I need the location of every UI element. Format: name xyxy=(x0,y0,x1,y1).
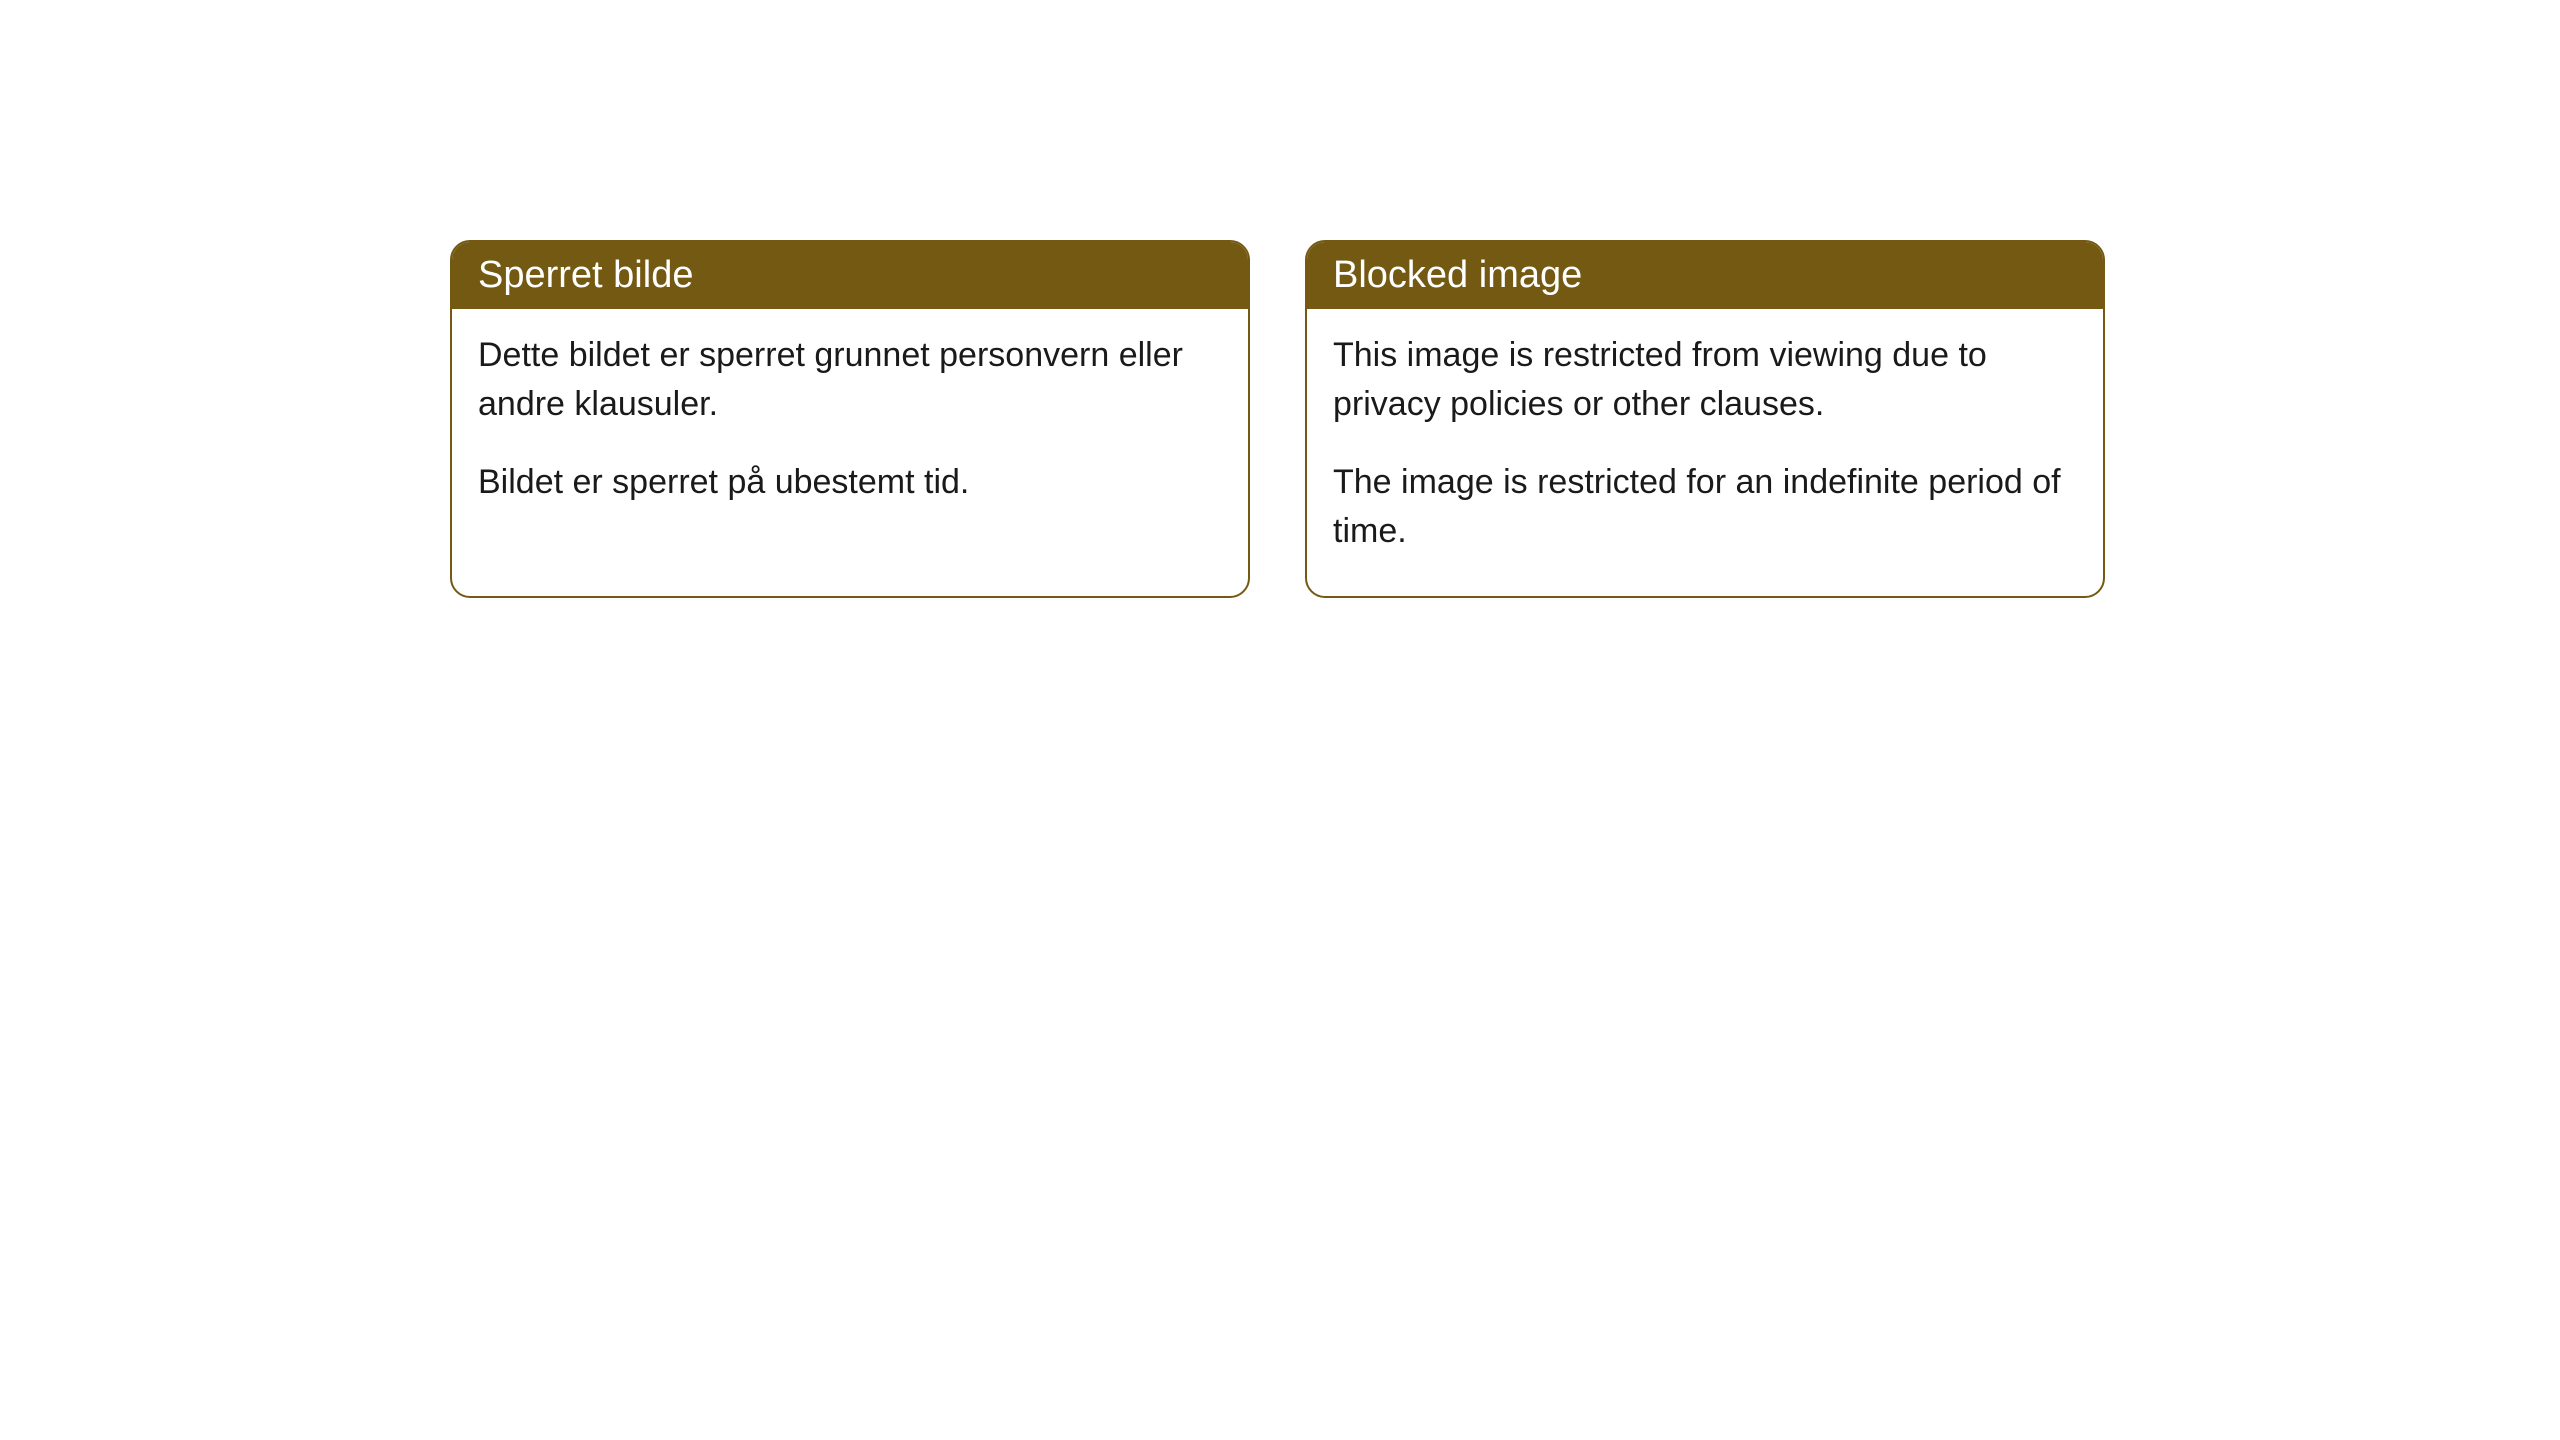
card-header-no: Sperret bilde xyxy=(452,242,1248,309)
card-paragraph-2-en: The image is restricted for an indefinit… xyxy=(1333,458,2077,557)
card-body-no: Dette bildet er sperret grunnet personve… xyxy=(452,309,1248,547)
card-paragraph-1-en: This image is restricted from viewing du… xyxy=(1333,331,2077,430)
card-paragraph-1-no: Dette bildet er sperret grunnet personve… xyxy=(478,331,1222,430)
blocked-image-card-en: Blocked image This image is restricted f… xyxy=(1305,240,2105,598)
card-paragraph-2-no: Bildet er sperret på ubestemt tid. xyxy=(478,458,1222,507)
cards-container: Sperret bilde Dette bildet er sperret gr… xyxy=(0,0,2560,598)
card-header-en: Blocked image xyxy=(1307,242,2103,309)
blocked-image-card-no: Sperret bilde Dette bildet er sperret gr… xyxy=(450,240,1250,598)
card-body-en: This image is restricted from viewing du… xyxy=(1307,309,2103,596)
